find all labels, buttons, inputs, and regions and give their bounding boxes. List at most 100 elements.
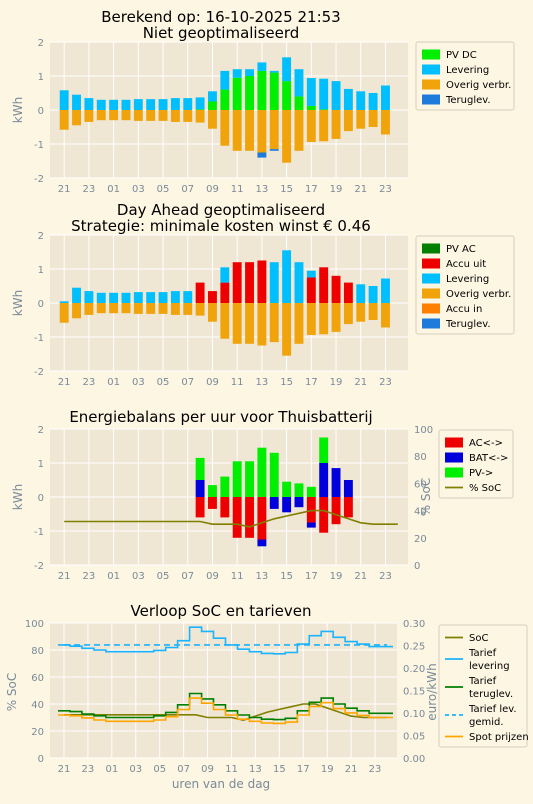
chart2-bar — [208, 291, 217, 303]
chart2-bar — [257, 303, 267, 346]
chart2-bar — [96, 303, 106, 314]
chart1-xtick-label: 15 — [280, 184, 293, 195]
chart3-ytick-label: 0 — [38, 493, 44, 504]
chart4-xtick-label: 05 — [153, 764, 166, 775]
chart2-xtick-label: 05 — [157, 377, 170, 388]
chart2-xtick-label: 03 — [132, 377, 145, 388]
chart1-legend-swatch — [422, 64, 440, 75]
chart1-bar — [232, 77, 242, 110]
chart2-legend-swatch — [422, 318, 440, 329]
chart2-xtick-label: 21 — [58, 377, 71, 388]
chart2-bar — [331, 303, 341, 332]
chart1-bar — [257, 70, 267, 110]
chart2-bar — [381, 303, 390, 328]
chart1-ytick-label: -2 — [34, 174, 44, 185]
chart1-xtick-label: 05 — [157, 184, 170, 195]
chart1-bar — [294, 96, 304, 110]
chart1-bar — [220, 110, 230, 146]
chart4-xtick-label: 01 — [105, 764, 118, 775]
chart3-bar — [269, 497, 279, 509]
chart1-bar — [72, 94, 81, 110]
chart1-xtick-label: 01 — [107, 184, 120, 195]
legends: PV DC Levering Overig verbr. Teruglev. PV AC… — [415, 41, 529, 748]
chart2-legend-label: Teruglev. — [445, 319, 491, 330]
chart2-legend-label: Accu uit — [446, 259, 486, 270]
chart1-bar — [319, 110, 329, 142]
chart2-legend-swatch — [422, 243, 440, 254]
chart3-xtick-label: 05 — [157, 571, 170, 582]
chart1-bar — [220, 70, 230, 90]
chart3-ytick-label: -1 — [34, 527, 44, 538]
chart1-bar — [269, 70, 279, 73]
chart3-xtick-label: 09 — [206, 571, 219, 582]
chart2-xtick-label: 01 — [107, 377, 120, 388]
chart1-bar — [282, 110, 292, 163]
chart3-bar — [331, 468, 341, 497]
chart3-title: Energiebalans per uur voor Thuisbatterij — [69, 408, 372, 426]
chart3-bar — [282, 497, 292, 513]
chart2-bar — [343, 303, 353, 325]
chart2-bar — [282, 303, 292, 356]
chart1-xtick-label: 09 — [206, 184, 219, 195]
chart2-bar — [195, 303, 205, 316]
chart1-bar — [220, 89, 230, 110]
chart3-xtick-label: 21 — [58, 571, 71, 582]
chart2-bar — [356, 284, 366, 303]
chart2-legend-swatch — [422, 258, 440, 269]
chart2-bar — [232, 262, 242, 303]
chart1-bar — [195, 110, 205, 123]
chart2-xtick-label: 07 — [181, 377, 194, 388]
chart3-xtick-label: 03 — [132, 571, 145, 582]
chart4-legend-label: Tarief lev. — [468, 704, 517, 715]
chart3-ytick-right-label: 40 — [414, 507, 427, 518]
chart2-bar — [133, 292, 143, 303]
chart2-bar — [257, 260, 267, 303]
chart4-series-line — [64, 703, 387, 722]
chart1-bar — [158, 110, 168, 121]
chart1-ytick-label: 0 — [38, 106, 44, 117]
chart3-bar — [208, 485, 217, 497]
chart1-xtick-label: 07 — [181, 184, 194, 195]
chart1-bar — [331, 110, 341, 139]
chart3-soc-line — [64, 509, 398, 528]
chart3-bar — [245, 461, 254, 497]
chart1-xtick-label: 23 — [379, 184, 392, 195]
chart3-bar — [257, 539, 267, 547]
chart1-bar — [381, 85, 390, 110]
chart3-xtick-label: 23 — [83, 571, 96, 582]
chart1-bar — [257, 62, 267, 71]
chart1-bar — [306, 110, 316, 142]
chart4-ylabel-right: euro/kWh — [425, 663, 439, 720]
chart2-ytick-label: -2 — [34, 367, 44, 378]
chart2-bar — [84, 303, 94, 315]
chart3-bar — [257, 447, 267, 497]
chart2-bar — [183, 303, 193, 315]
chart2-bar — [183, 291, 193, 303]
chart4-ytick-right-label: 0.15 — [403, 687, 425, 698]
chart3-legend-label: PV-> — [469, 468, 493, 479]
chart1-legend-swatch — [422, 94, 440, 105]
chart3-legend-swatch — [445, 437, 463, 448]
chart3-xtick-label: 01 — [107, 571, 120, 582]
chart1-bar — [146, 99, 156, 110]
chart2-bar — [331, 275, 341, 303]
chart2-bar — [368, 286, 378, 303]
chart1-bar — [282, 57, 292, 82]
chart3-bar — [306, 522, 316, 528]
chart2-bar — [84, 291, 94, 303]
chart4-title: Verloop SoC en tarieven — [131, 602, 312, 620]
chart1-subtitle: Niet geoptimaliseerd — [143, 24, 300, 42]
chart4-xtick-label: 21 — [345, 764, 358, 775]
chart2-bar — [72, 287, 81, 303]
chart4-xtick-label: 15 — [273, 764, 286, 775]
chart3-bar — [269, 452, 279, 497]
chart2-bar — [306, 303, 316, 335]
chart3-bar — [343, 497, 353, 518]
chart1-bar — [146, 110, 156, 121]
chart2-bar — [319, 267, 329, 303]
chart3-ytick-right-label: 100 — [414, 425, 433, 436]
chart1-bar — [381, 110, 390, 135]
chart1-bar — [257, 110, 267, 153]
chart4-xtick-label: 13 — [249, 764, 262, 775]
